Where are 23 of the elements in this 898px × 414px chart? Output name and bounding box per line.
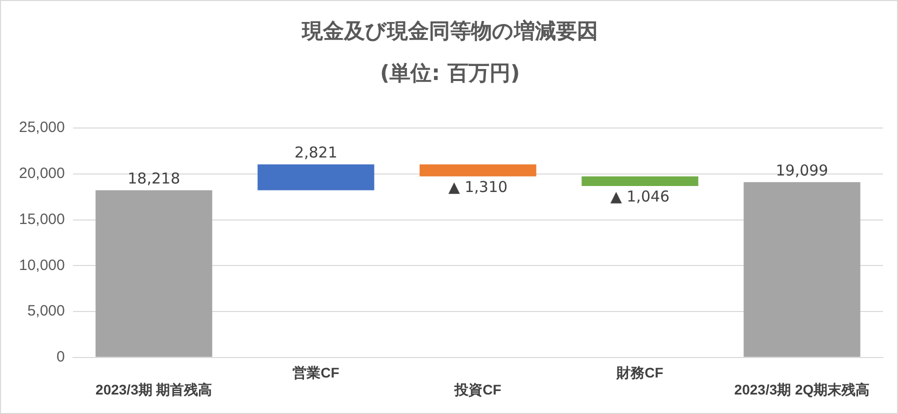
data-label: 19,099 bbox=[776, 162, 828, 180]
data-label: 2,821 bbox=[294, 144, 338, 162]
bar bbox=[420, 164, 536, 176]
data-label: 18,218 bbox=[128, 170, 180, 188]
x-tick-label: 投資CF bbox=[454, 381, 502, 398]
x-tick-label: 2023/3期 期首残高 bbox=[96, 381, 212, 398]
y-tick-label: 5,000 bbox=[27, 302, 65, 320]
chart-title: 現金及び現金同等物の増減要因 bbox=[300, 18, 599, 45]
data-label: ▲ 1,310 bbox=[448, 178, 508, 196]
y-tick-label: 10,000 bbox=[18, 256, 65, 274]
bar bbox=[96, 190, 212, 357]
x-tick-label: 2023/3期 2Q期末残高 bbox=[734, 381, 870, 398]
y-tick-label: 20,000 bbox=[18, 165, 65, 182]
chart-subtitle: (単位: 百万円) bbox=[379, 60, 521, 87]
bar bbox=[744, 182, 860, 357]
bar bbox=[582, 176, 698, 186]
x-tick-label: 財務CF bbox=[616, 364, 664, 381]
data-label: ▲ 1,046 bbox=[610, 187, 670, 206]
y-tick-label: 15,000 bbox=[18, 210, 65, 228]
y-tick-label: 0 bbox=[56, 348, 65, 366]
bar bbox=[258, 164, 374, 190]
y-tick-label: 25,000 bbox=[18, 119, 65, 136]
x-tick-label: 営業CF bbox=[292, 364, 340, 381]
